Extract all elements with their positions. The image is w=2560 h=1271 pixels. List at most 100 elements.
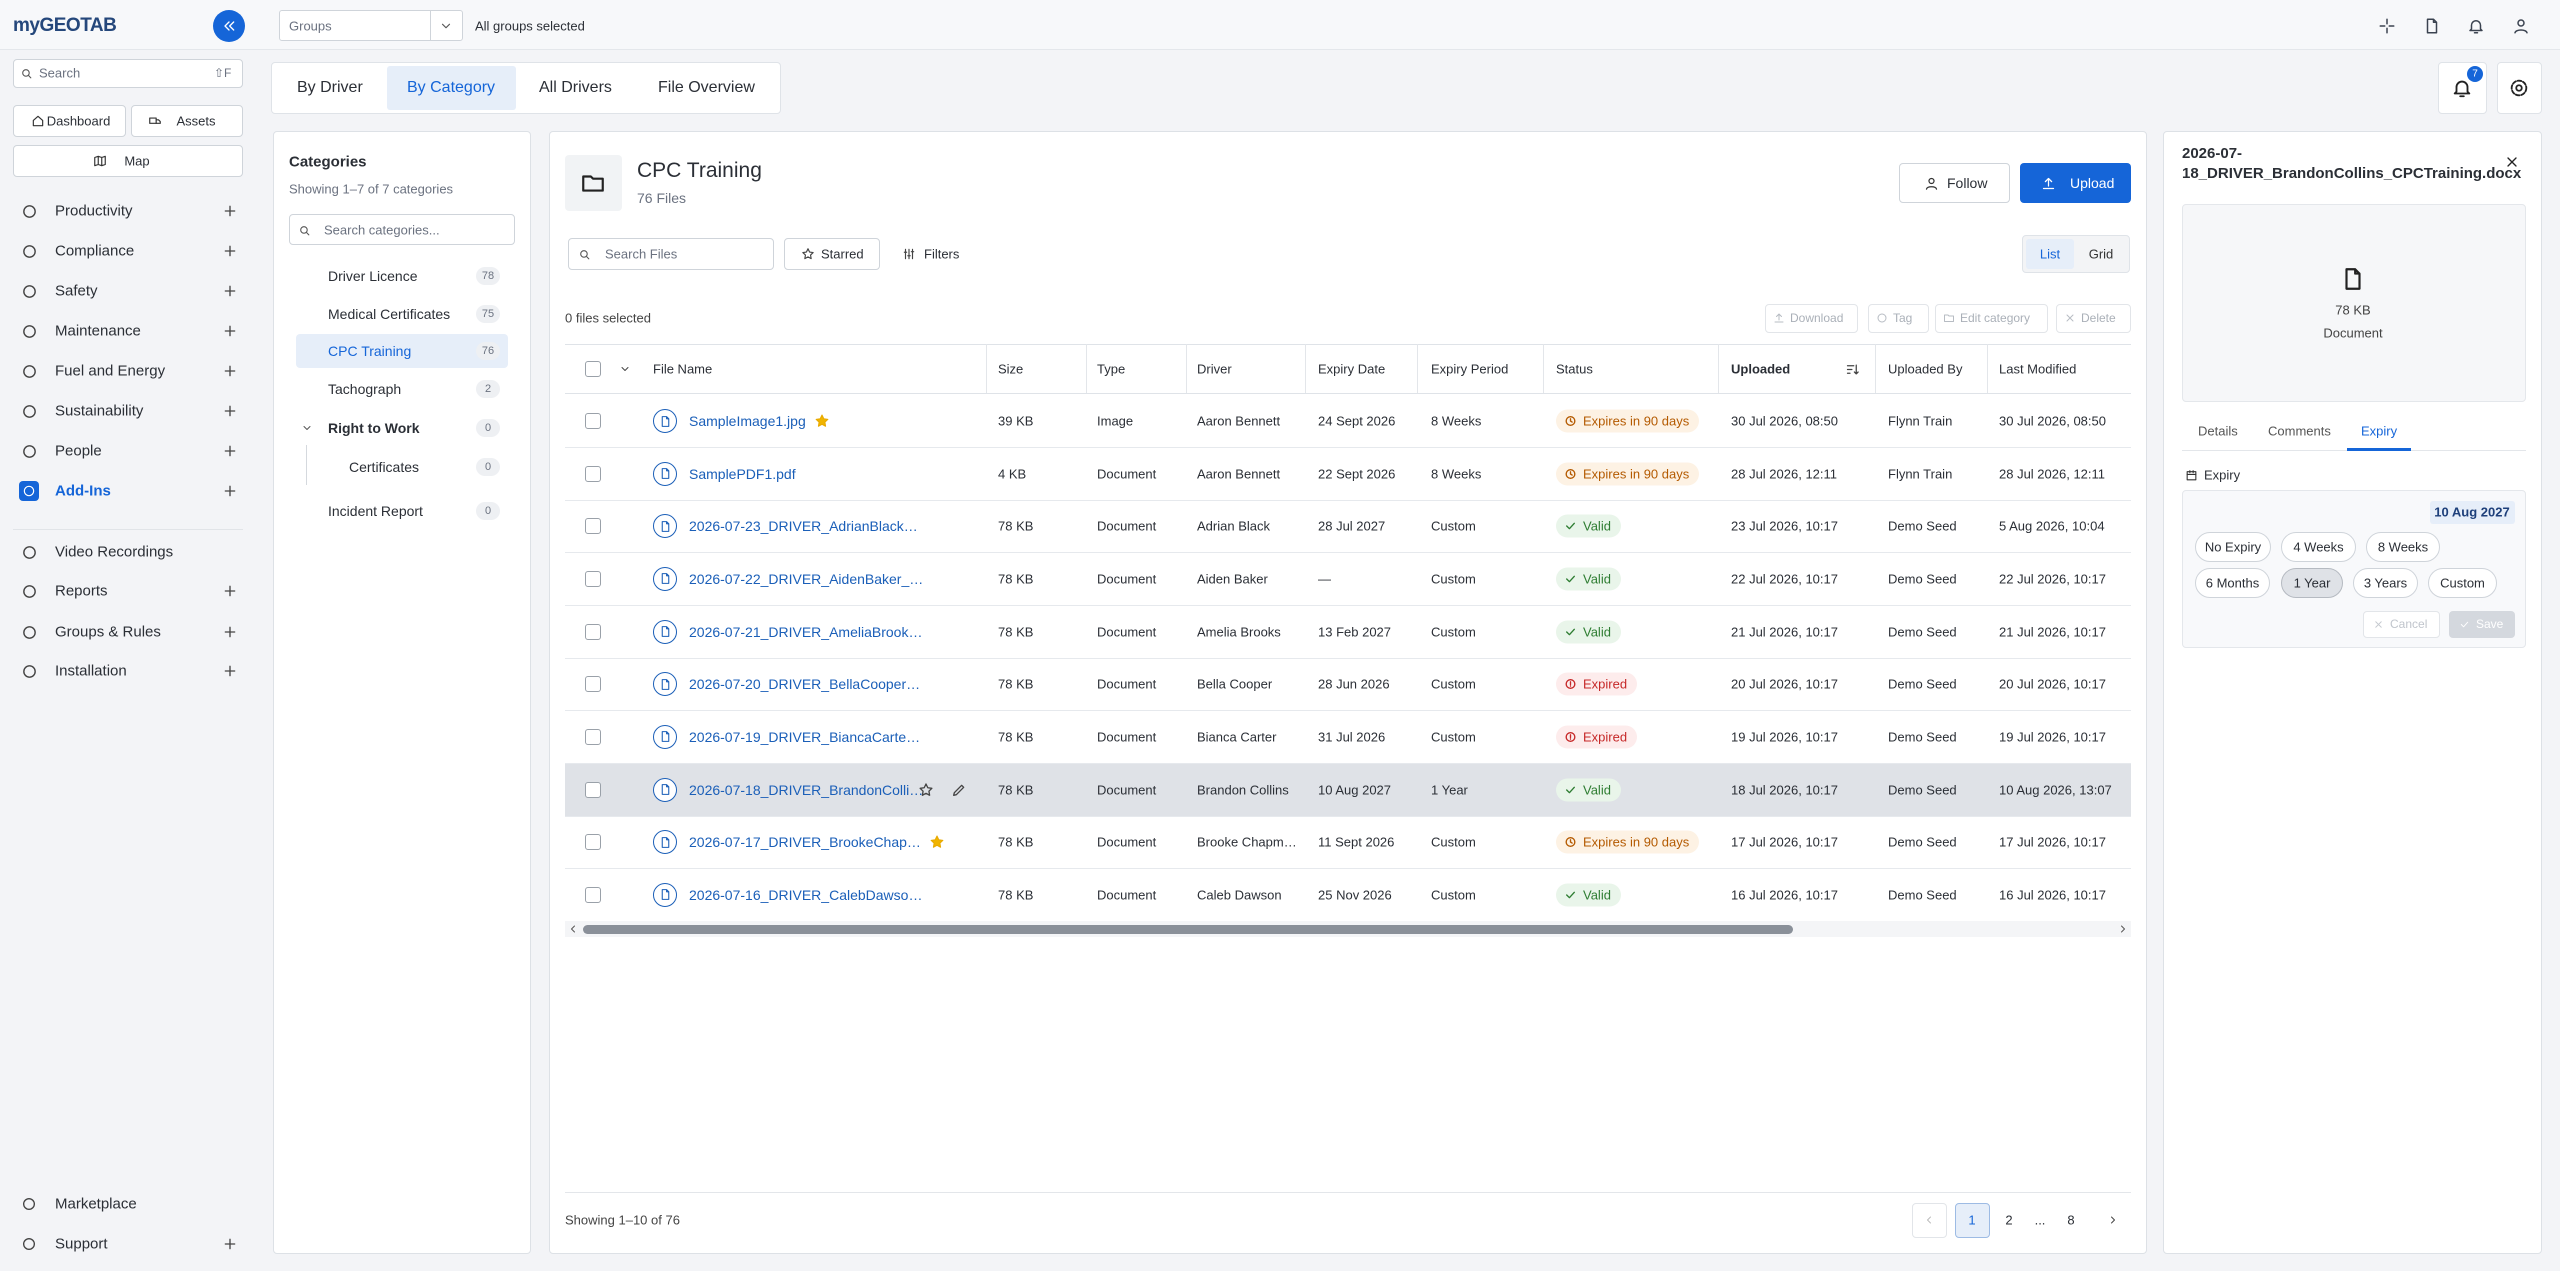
- header-checkbox[interactable]: [585, 361, 601, 377]
- categories-search[interactable]: [289, 214, 515, 245]
- expiry-option[interactable]: [2281, 532, 2356, 562]
- save-button[interactable]: [2449, 611, 2515, 638]
- category-item[interactable]: CPC Training: [328, 343, 412, 359]
- file-name[interactable]: 2026-07-23_DRIVER_AdrianBlack…: [689, 518, 918, 535]
- nav-expand: [222, 483, 238, 499]
- column-header[interactable]: Size: [998, 361, 1024, 377]
- row-checkbox[interactable]: [585, 570, 601, 587]
- column-header[interactable]: File Name: [653, 361, 713, 377]
- quick-button[interactable]: [13, 105, 126, 137]
- nav-item[interactable]: Support: [55, 1235, 108, 1253]
- category-item[interactable]: Driver Licence: [328, 268, 418, 284]
- nav-item[interactable]: People: [55, 442, 102, 460]
- nav-item[interactable]: Installation: [55, 662, 127, 680]
- file-name[interactable]: SamplePDF1.pdf: [689, 465, 796, 482]
- upload-button[interactable]: [2020, 163, 2131, 203]
- column-header[interactable]: Driver: [1197, 361, 1232, 377]
- file-name[interactable]: 2026-07-20_DRIVER_BellaCooper…: [689, 676, 921, 693]
- row-checkbox[interactable]: [585, 465, 601, 482]
- nav-item[interactable]: Sustainability: [55, 402, 144, 420]
- starred-button[interactable]: [784, 238, 880, 270]
- category-item[interactable]: Medical Certificates: [328, 306, 451, 322]
- tab[interactable]: By Driver: [297, 79, 363, 96]
- file-name[interactable]: 2026-07-22_DRIVER_AidenBaker_…: [689, 570, 924, 587]
- filters-label[interactable]: Filters: [924, 246, 960, 262]
- nav-item[interactable]: Reports: [55, 582, 108, 600]
- tab[interactable]: By Category: [407, 79, 496, 96]
- row-checkbox[interactable]: [585, 728, 601, 745]
- icon-part: [661, 415, 669, 427]
- nav-item[interactable]: Video Recordings: [55, 543, 174, 561]
- view-option[interactable]: List: [2039, 246, 2061, 262]
- row-checkbox[interactable]: [585, 781, 601, 798]
- nav-item[interactable]: Add-Ins: [55, 482, 111, 500]
- page-link[interactable]: 8: [2067, 1212, 2075, 1228]
- category-item[interactable]: Incident Report: [328, 503, 423, 519]
- detail-close: [2504, 154, 2520, 170]
- category-item[interactable]: Right to Work: [328, 420, 420, 436]
- file-name[interactable]: 2026-07-21_DRIVER_AmeliaBrook…: [689, 623, 923, 640]
- detail-tab[interactable]: Details: [2198, 423, 2238, 439]
- category-count-bg: [476, 419, 500, 437]
- column-header[interactable]: Expiry Date: [1318, 361, 1386, 377]
- nav-item[interactable]: Marketplace: [55, 1195, 137, 1213]
- cancel-button[interactable]: [2363, 611, 2440, 638]
- page-prev[interactable]: [1912, 1203, 1947, 1238]
- row-checkbox[interactable]: [585, 413, 601, 429]
- icon-part: [2507, 157, 2517, 167]
- column-header[interactable]: Last Modified: [1999, 361, 2077, 377]
- category-item[interactable]: Certificates: [349, 459, 420, 475]
- nav-item[interactable]: Safety: [55, 282, 98, 300]
- file-name[interactable]: 2026-07-16_DRIVER_CalebDawso…: [689, 886, 923, 903]
- expiry-option[interactable]: [2195, 532, 2271, 562]
- icon-part: [224, 365, 236, 377]
- nav-item[interactable]: Groups & Rules: [55, 623, 161, 641]
- settings-button[interactable]: [2497, 62, 2542, 114]
- quick-button[interactable]: [131, 105, 243, 137]
- tab[interactable]: All Drivers: [539, 79, 612, 96]
- bulk-action[interactable]: [2056, 304, 2131, 333]
- row-checkbox[interactable]: [585, 518, 601, 535]
- nav-item[interactable]: Maintenance: [55, 322, 141, 340]
- row-checkbox[interactable]: [585, 623, 601, 640]
- file-search[interactable]: [568, 238, 774, 270]
- column-header[interactable]: Type: [1097, 361, 1126, 377]
- nav-item[interactable]: Fuel and Energy: [55, 362, 166, 380]
- row-checkbox[interactable]: [585, 676, 601, 693]
- row-line: [565, 710, 2131, 712]
- row-checkbox[interactable]: [585, 886, 601, 903]
- expiry-option[interactable]: [2366, 532, 2440, 562]
- category-item[interactable]: Tachograph: [328, 381, 402, 397]
- page-link[interactable]: ...: [2034, 1212, 2046, 1228]
- follow-button[interactable]: [1899, 163, 2010, 203]
- nav-item[interactable]: Compliance: [55, 242, 135, 260]
- row-checkbox[interactable]: [585, 834, 601, 851]
- page-link[interactable]: 2: [2005, 1212, 2013, 1228]
- tab[interactable]: File Overview: [658, 79, 755, 96]
- column-header[interactable]: Expiry Period: [1431, 361, 1509, 377]
- detail-tab[interactable]: Expiry: [2361, 423, 2398, 439]
- file-name[interactable]: 2026-07-19_DRIVER_BiancaCarte…: [689, 728, 921, 745]
- cell: Document: [1097, 782, 1157, 798]
- column-header[interactable]: Status: [1556, 361, 1593, 377]
- view-option[interactable]: Grid: [2088, 246, 2114, 262]
- expiry-option[interactable]: [2195, 568, 2270, 598]
- quick-button[interactable]: [13, 145, 243, 177]
- expiry-option[interactable]: [2353, 568, 2418, 598]
- file-name[interactable]: 2026-07-17_DRIVER_BrookeChap…: [689, 834, 921, 851]
- expiry-date: 10 Aug 2027: [2434, 504, 2510, 520]
- sidebar-search[interactable]: [13, 59, 243, 88]
- icon-part: [224, 21, 235, 31]
- star-icon: [918, 782, 934, 798]
- file-name[interactable]: SampleImage1.jpg: [689, 413, 806, 429]
- bulk-action[interactable]: [1765, 304, 1858, 333]
- column-header[interactable]: Uploaded: [1731, 361, 1791, 377]
- expiry-option[interactable]: [2428, 568, 2497, 598]
- groups-select[interactable]: [279, 10, 463, 41]
- column-header[interactable]: Uploaded By: [1888, 361, 1963, 377]
- page-link[interactable]: 1: [1968, 1212, 1976, 1228]
- file-name[interactable]: 2026-07-18_DRIVER_BrandonColli…: [689, 781, 924, 798]
- nav-item[interactable]: Productivity: [55, 202, 133, 220]
- expiry-option[interactable]: [2281, 568, 2343, 598]
- detail-tab[interactable]: Comments: [2268, 423, 2331, 439]
